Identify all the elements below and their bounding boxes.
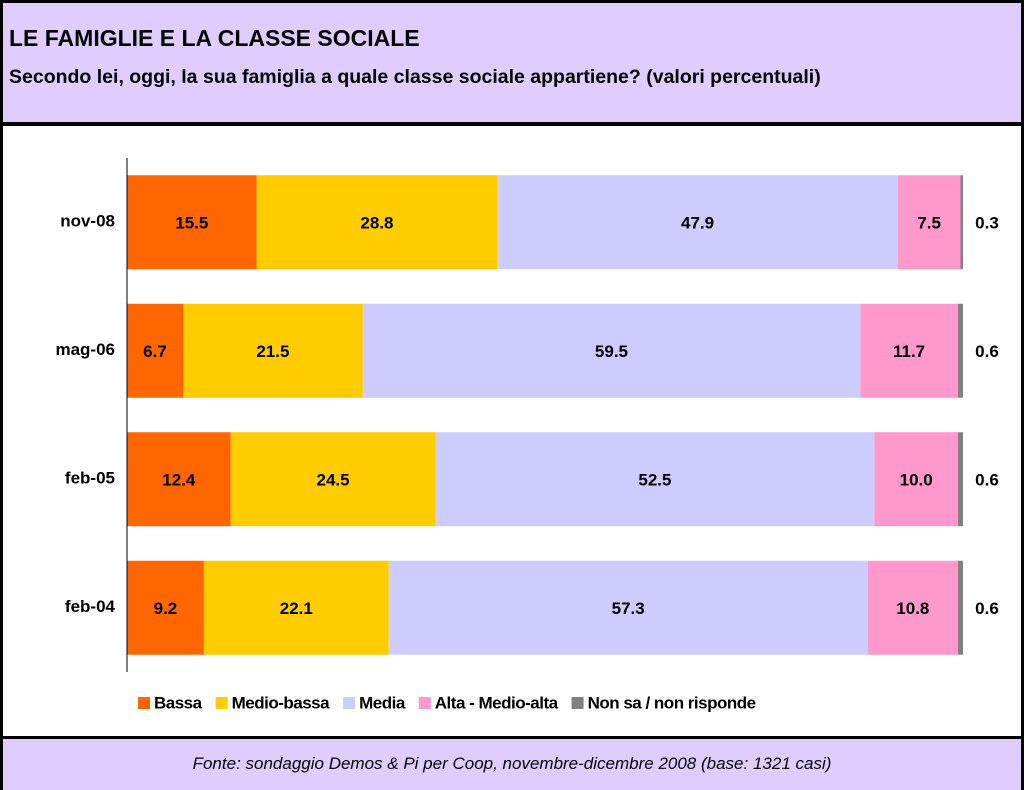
bar-segment bbox=[127, 432, 231, 527]
bar-segment bbox=[362, 303, 861, 398]
bar-segment bbox=[497, 175, 898, 270]
data-label: 0.6 bbox=[975, 342, 999, 361]
data-label: 0.6 bbox=[975, 599, 999, 618]
bar-segment bbox=[183, 303, 363, 398]
data-label: 15.5 bbox=[175, 214, 208, 233]
data-label: 9.2 bbox=[154, 599, 178, 618]
bar-segment bbox=[388, 560, 868, 655]
legend-label: Media bbox=[359, 693, 406, 712]
bar-segment bbox=[203, 560, 389, 655]
legend-label: Non sa / non risponde bbox=[588, 693, 756, 712]
bar-segment bbox=[867, 560, 958, 655]
legend-swatch bbox=[418, 697, 431, 709]
legend-swatch bbox=[571, 697, 584, 709]
legend-swatch bbox=[343, 697, 356, 709]
source: Fonte: sondaggio Demos & Pi per Coop, no… bbox=[192, 754, 832, 773]
bar-segment bbox=[230, 432, 436, 527]
y-tick-label: feb-05 bbox=[65, 469, 115, 488]
bar-segment bbox=[435, 432, 875, 527]
data-label: 10.8 bbox=[896, 599, 929, 618]
chart-title: LE FAMIGLIE E LA CLASSE SOCIALE bbox=[9, 25, 420, 51]
legend-swatch bbox=[138, 697, 150, 709]
bar-segment bbox=[874, 432, 958, 527]
data-label: 12.4 bbox=[162, 471, 196, 490]
legend-swatch bbox=[215, 697, 228, 709]
chart-subtitle: Secondo lei, oggi, la sua famiglia a qua… bbox=[9, 66, 821, 88]
data-label: 11.7 bbox=[893, 342, 925, 361]
bar-segment bbox=[957, 432, 963, 527]
data-label: 22.1 bbox=[280, 599, 313, 618]
data-label: 6.7 bbox=[143, 342, 167, 361]
data-label: 47.9 bbox=[681, 214, 714, 233]
data-label: 7.5 bbox=[917, 214, 941, 233]
header: LE FAMIGLIE E LA CLASSE SOCIALE Secondo … bbox=[3, 3, 1021, 126]
data-label: 21.5 bbox=[256, 342, 289, 361]
data-label: 10.0 bbox=[900, 471, 933, 490]
legend-label: Alta - Medio-alta bbox=[435, 693, 559, 712]
bar-segment bbox=[127, 560, 204, 655]
bar-segment bbox=[860, 303, 958, 398]
y-tick-label: mag-06 bbox=[55, 340, 115, 359]
legend-label: Medio-bassa bbox=[232, 693, 331, 712]
bar-segment bbox=[957, 560, 963, 655]
bar-segment bbox=[127, 175, 257, 270]
y-tick-label: nov-08 bbox=[60, 212, 115, 231]
bar-segment bbox=[957, 303, 963, 398]
data-label: 28.8 bbox=[360, 214, 393, 233]
y-tick-label: feb-04 bbox=[65, 597, 116, 616]
data-label: 0.3 bbox=[975, 214, 999, 233]
bar-segment bbox=[256, 175, 498, 270]
data-label: 57.3 bbox=[612, 599, 645, 618]
footer: Fonte: sondaggio Demos & Pi per Coop, no… bbox=[3, 736, 1021, 790]
data-label: 52.5 bbox=[638, 471, 671, 490]
bar-segment bbox=[897, 175, 961, 270]
data-label: 0.6 bbox=[975, 471, 999, 490]
data-label: 24.5 bbox=[317, 471, 350, 490]
bar-segment bbox=[127, 303, 184, 398]
bar-segment bbox=[960, 175, 963, 270]
legend-label: Bassa bbox=[154, 693, 203, 712]
data-label: 59.5 bbox=[595, 342, 628, 361]
